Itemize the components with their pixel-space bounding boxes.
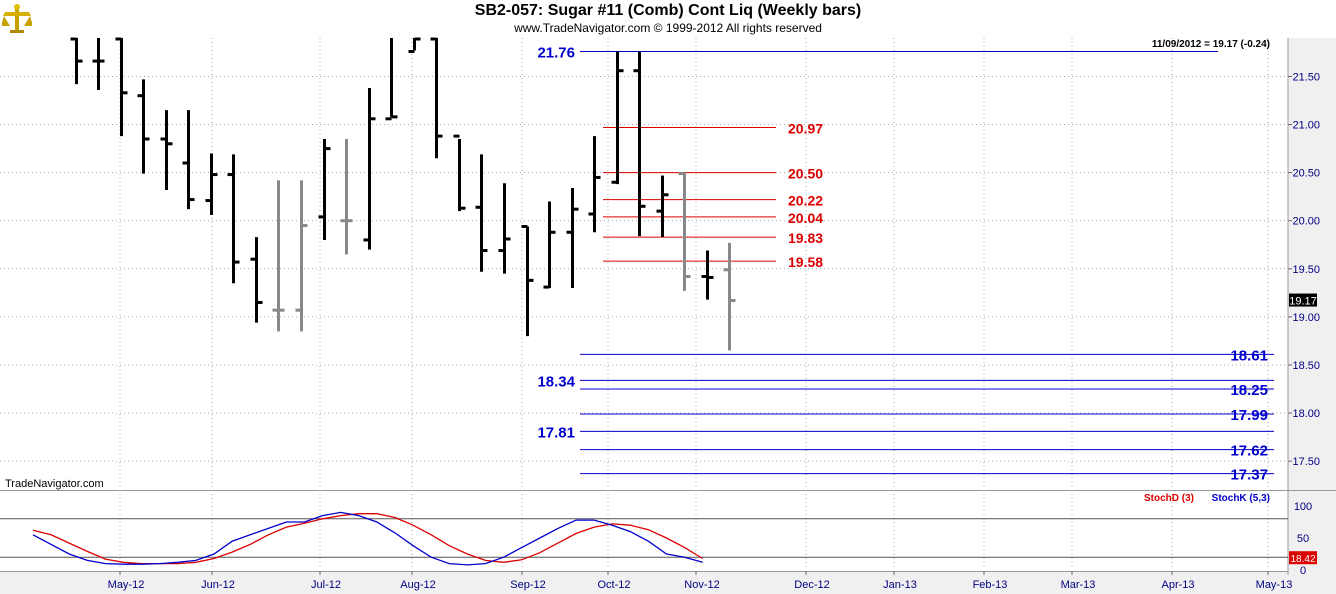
y-tick-label: 19.00	[1292, 312, 1320, 324]
y-tick-label: 17.50	[1292, 456, 1320, 468]
x-tick-label: May-13	[1256, 579, 1293, 591]
level-label-red: 20.04	[788, 210, 823, 226]
chart-title: SB2-057: Sugar #11 (Comb) Cont Liq (Week…	[474, 2, 862, 19]
level-label-red: 19.83	[788, 230, 823, 246]
x-tick-label: Oct-12	[597, 579, 630, 591]
legend-stochd: StochD (3)	[1144, 493, 1194, 504]
level-label-red: 20.22	[788, 193, 823, 209]
chart-subtitle: www.TradeNavigator.com © 1999-2012 All r…	[514, 21, 822, 35]
stoch-last-value-box	[1289, 551, 1317, 565]
y-tick-label: 20.50	[1292, 168, 1320, 180]
x-axis-panel	[0, 571, 1336, 594]
stoch-line-k	[32, 511, 703, 566]
x-tick-label: Apr-13	[1161, 579, 1194, 591]
y-tick-label: 19.50	[1292, 264, 1320, 276]
y-tick-label: 18.50	[1292, 360, 1320, 372]
level-label-blue: 17.81	[537, 424, 575, 441]
x-tick-label: Jan-13	[883, 579, 917, 591]
legend-stochk: StochK (5,3)	[1212, 493, 1270, 504]
tradenavigator-logo-icon	[1, 2, 33, 34]
x-tick-label: May-12	[108, 579, 145, 591]
level-label-red: 20.97	[788, 120, 823, 136]
last-price-box	[1289, 293, 1317, 307]
level-label-blue: 18.34	[537, 373, 575, 390]
level-label-blue: 17.62	[1230, 443, 1268, 460]
y-tick-label: 18.00	[1292, 408, 1320, 420]
level-label-red: 19.58	[788, 254, 823, 270]
stoch-last-value-label: 18.42	[1290, 554, 1315, 565]
x-tick-label: Sep-12	[510, 579, 545, 591]
y-axis-panel	[1288, 38, 1336, 576]
level-label-blue: 21.76	[537, 44, 575, 61]
last-price-label: 19.17	[1289, 296, 1317, 308]
x-tick-label: Mar-13	[1061, 579, 1096, 591]
x-tick-label: Dec-12	[794, 579, 829, 591]
x-tick-label: Aug-12	[400, 579, 435, 591]
x-tick-label: Jul-12	[311, 579, 341, 591]
stoch-y-tick-label: 100	[1294, 501, 1312, 513]
level-label-blue: 18.61	[1230, 347, 1268, 364]
level-label-blue: 17.99	[1230, 407, 1268, 424]
stoch-line-d	[32, 513, 704, 565]
watermark: TradeNavigator.com	[5, 478, 104, 490]
x-tick-label: Feb-13	[973, 579, 1008, 591]
y-tick-label: 21.50	[1292, 71, 1320, 83]
level-label-blue: 18.25	[1230, 382, 1268, 399]
y-tick-label: 20.00	[1292, 216, 1320, 228]
last-quote: 11/09/2012 = 19.17 (-0.24)	[1152, 39, 1270, 50]
x-tick-label: Jun-12	[201, 579, 235, 591]
stoch-y-tick-label: 0	[1300, 565, 1306, 577]
y-tick-label: 21.00	[1292, 120, 1320, 132]
level-label-red: 20.50	[788, 166, 823, 182]
level-label-blue: 17.37	[1230, 467, 1268, 484]
stoch-y-tick-label: 50	[1297, 533, 1309, 545]
x-tick-label: Nov-12	[684, 579, 719, 591]
